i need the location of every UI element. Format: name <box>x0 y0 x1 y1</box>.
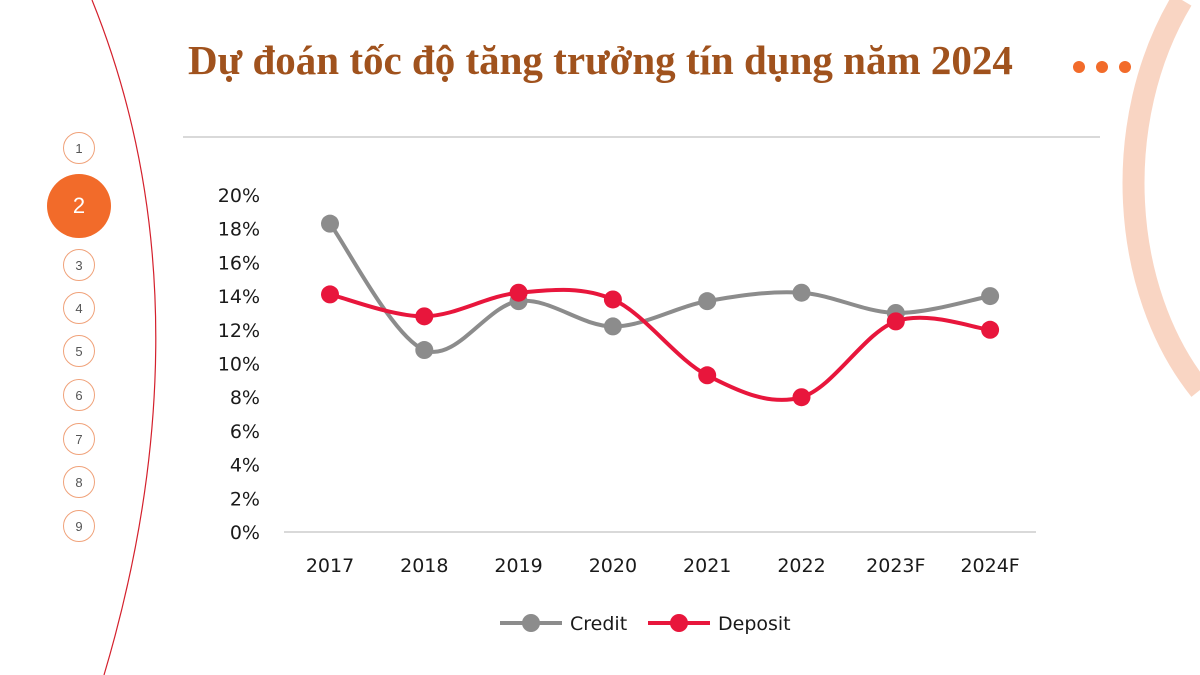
y-tick-label: 18% <box>218 219 260 241</box>
x-tick-label: 2018 <box>400 555 448 577</box>
nav-item-2[interactable]: 2 <box>47 174 111 238</box>
nav-item-7[interactable]: 7 <box>63 423 95 455</box>
x-tick-label: 2022 <box>777 555 825 577</box>
nav-item-5[interactable]: 5 <box>63 335 95 367</box>
x-tick-label: 2024F <box>960 555 1019 577</box>
legend-swatch-marker <box>522 614 540 632</box>
deposit-point-2018 <box>415 307 434 326</box>
credit-point-2017 <box>321 214 339 233</box>
x-tick-label: 2019 <box>494 555 542 577</box>
y-tick-label: 4% <box>230 455 260 477</box>
title-divider <box>183 136 1100 138</box>
deposit-point-2020 <box>603 290 622 309</box>
right-arc-ring <box>1122 0 1200 397</box>
credit-line <box>328 221 993 354</box>
deposit-point-2017 <box>321 285 339 304</box>
deposit-point-2024F <box>981 320 1000 339</box>
y-tick-label: 16% <box>218 252 260 274</box>
legend: Credit Deposit <box>500 613 791 635</box>
y-tick-label: 2% <box>230 488 260 510</box>
nav-item-1[interactable]: 1 <box>63 132 95 164</box>
y-tick-label: 14% <box>218 286 260 308</box>
legend-label: Credit <box>570 613 627 635</box>
credit-point-2024F <box>981 287 1000 306</box>
legend-swatch-marker <box>670 614 688 632</box>
dots-decoration <box>1073 61 1131 73</box>
left-arc-line <box>91 0 157 675</box>
credit-point-2020 <box>603 317 622 336</box>
deposit-point-2019 <box>509 283 528 302</box>
x-tick-label: 2020 <box>589 555 637 577</box>
y-tick-label: 10% <box>218 354 260 376</box>
legend-item-deposit: Deposit <box>648 613 791 635</box>
x-axis: 2017 2018 2019 2020 2021 2022 2023F 2024F <box>306 555 1020 577</box>
legend-item-credit: Credit <box>500 613 627 635</box>
nav-item-3[interactable]: 3 <box>63 249 95 281</box>
deposit-line <box>328 287 993 402</box>
x-tick-label: 2021 <box>683 555 731 577</box>
y-tick-label: 20% <box>218 185 260 207</box>
credit-point-2022 <box>792 283 811 302</box>
y-axis: 0% 2% 4% 6% 8% 10% 12% 14% 16% 18% 20% <box>218 185 260 544</box>
page-title: Dự đoán tốc độ tăng trưởng tín dụng năm … <box>188 37 1013 83</box>
deposit-point-2021 <box>698 366 717 385</box>
y-tick-label: 0% <box>230 522 260 544</box>
credit-point-2021 <box>698 292 717 311</box>
credit-point-2018 <box>415 341 434 360</box>
nav-item-6[interactable]: 6 <box>63 379 95 411</box>
deposit-point-2022 <box>792 388 811 407</box>
nav-item-4[interactable]: 4 <box>63 292 95 324</box>
y-tick-label: 6% <box>230 421 260 443</box>
deposit-point-2023F <box>886 312 905 331</box>
x-tick-label: 2017 <box>306 555 354 577</box>
x-tick-label: 2023F <box>866 555 925 577</box>
nav-item-9[interactable]: 9 <box>63 510 95 542</box>
series-deposit <box>321 283 1000 407</box>
legend-label: Deposit <box>718 613 791 635</box>
line-chart: 0%2%4%6%8%10%12%14%16%18%20% 2017 2018 201… <box>218 185 1036 635</box>
nav-item-8[interactable]: 8 <box>63 466 95 498</box>
y-tick-label: 8% <box>230 387 260 409</box>
y-tick-label: 12% <box>218 320 260 342</box>
